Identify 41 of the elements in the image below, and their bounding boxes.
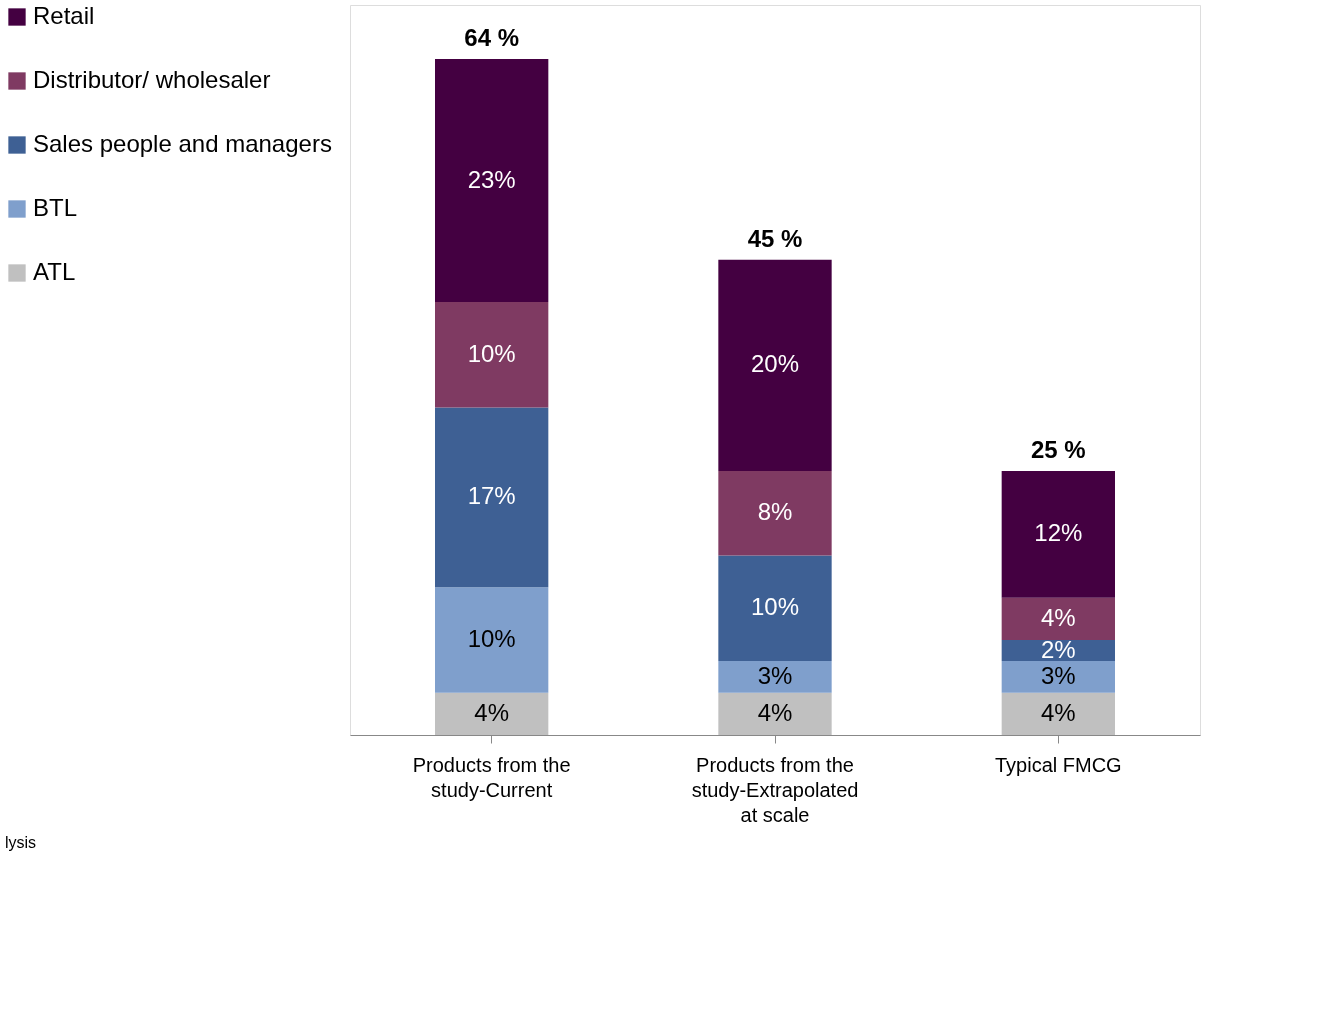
data-label: 10% xyxy=(750,593,800,621)
data-label: 4% xyxy=(1040,603,1076,631)
data-label: 23% xyxy=(467,165,516,193)
bar xyxy=(718,692,832,735)
x-tick-label: Products from the study-Current xyxy=(412,753,571,801)
bar xyxy=(435,587,549,693)
data-label: 4% xyxy=(474,698,510,726)
bar xyxy=(435,301,549,408)
bar xyxy=(718,555,832,662)
total-label: 25 % xyxy=(1030,435,1086,463)
legend-label: Distributor/ wholesaler xyxy=(33,66,271,93)
data-label: 17% xyxy=(467,482,516,510)
data-label: 20% xyxy=(750,350,800,378)
total-label: 64 % xyxy=(464,24,520,52)
legend-label: ATL xyxy=(33,258,76,285)
bar xyxy=(718,470,832,556)
bar xyxy=(718,661,832,693)
legend-label: Retail xyxy=(33,2,95,29)
data-label: 3% xyxy=(757,661,793,689)
x-tick-label: Typical FMCG xyxy=(994,753,1122,776)
bar xyxy=(435,407,549,588)
bar xyxy=(435,59,549,302)
data-label: 12% xyxy=(1034,519,1083,547)
data-label: 2% xyxy=(1040,635,1076,663)
legend-label: BTL xyxy=(33,194,78,221)
data-label: 10% xyxy=(467,339,516,367)
bar xyxy=(1001,597,1115,640)
data-label: 8% xyxy=(757,498,793,526)
bar xyxy=(1001,470,1115,598)
bar xyxy=(718,259,832,471)
bar xyxy=(435,692,549,735)
total-label: 45 % xyxy=(747,224,803,252)
legend-label: Sales people and managers xyxy=(33,130,332,157)
data-label: 4% xyxy=(757,698,793,726)
bar xyxy=(1001,661,1115,693)
x-tick-label: Products from the study-Extrapolated at scale xyxy=(691,753,859,826)
data-label: 4% xyxy=(1040,698,1076,726)
text: lysis xyxy=(5,834,37,851)
bar xyxy=(1001,692,1115,735)
data-label: 3% xyxy=(1040,661,1076,689)
data-label: 10% xyxy=(467,624,516,652)
